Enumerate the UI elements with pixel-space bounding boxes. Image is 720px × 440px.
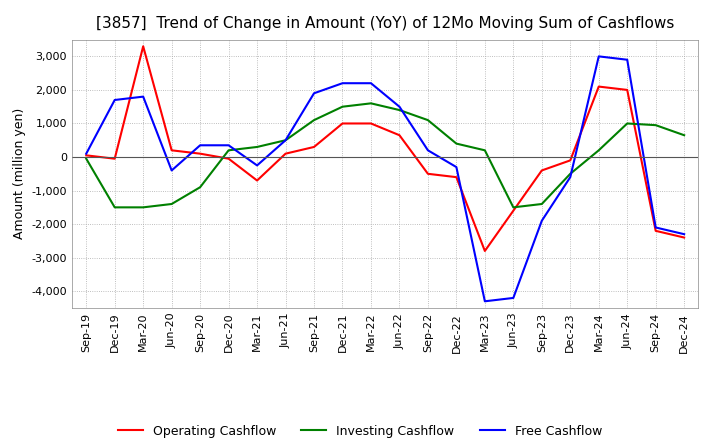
Operating Cashflow (310, 144, 318, 150)
Free Cashflow (509, 295, 518, 301)
Free Cashflow (623, 57, 631, 62)
Line: Free Cashflow: Free Cashflow (86, 56, 684, 301)
Operating Cashflow (423, 171, 432, 176)
Free Cashflow (566, 175, 575, 180)
Investing Cashflow (167, 202, 176, 207)
Investing Cashflow (623, 121, 631, 126)
Investing Cashflow (196, 185, 204, 190)
Investing Cashflow (595, 148, 603, 153)
Operating Cashflow (366, 121, 375, 126)
Free Cashflow (82, 151, 91, 156)
Free Cashflow (680, 231, 688, 237)
Investing Cashflow (139, 205, 148, 210)
Line: Operating Cashflow: Operating Cashflow (86, 46, 684, 251)
Investing Cashflow (566, 171, 575, 176)
Free Cashflow (110, 97, 119, 103)
Operating Cashflow (595, 84, 603, 89)
Operating Cashflow (225, 156, 233, 161)
Investing Cashflow (225, 148, 233, 153)
Free Cashflow (167, 168, 176, 173)
Investing Cashflow (680, 132, 688, 138)
Operating Cashflow (110, 156, 119, 161)
Operating Cashflow (196, 151, 204, 156)
Free Cashflow (452, 165, 461, 170)
Free Cashflow (225, 143, 233, 148)
Operating Cashflow (652, 228, 660, 234)
Free Cashflow (395, 104, 404, 109)
Operating Cashflow (395, 132, 404, 138)
Investing Cashflow (253, 144, 261, 150)
Free Cashflow (423, 148, 432, 153)
Free Cashflow (537, 218, 546, 224)
Free Cashflow (310, 91, 318, 96)
Free Cashflow (595, 54, 603, 59)
Free Cashflow (652, 225, 660, 230)
Operating Cashflow (566, 158, 575, 163)
Operating Cashflow (452, 175, 461, 180)
Free Cashflow (480, 299, 489, 304)
Legend: Operating Cashflow, Investing Cashflow, Free Cashflow: Operating Cashflow, Investing Cashflow, … (113, 420, 607, 440)
Investing Cashflow (82, 156, 91, 161)
Title: [3857]  Trend of Change in Amount (YoY) of 12Mo Moving Sum of Cashflows: [3857] Trend of Change in Amount (YoY) o… (96, 16, 675, 32)
Investing Cashflow (395, 107, 404, 113)
Operating Cashflow (623, 87, 631, 92)
Operating Cashflow (338, 121, 347, 126)
Operating Cashflow (537, 168, 546, 173)
Operating Cashflow (82, 153, 91, 158)
Investing Cashflow (652, 122, 660, 128)
Free Cashflow (139, 94, 148, 99)
Investing Cashflow (509, 205, 518, 210)
Investing Cashflow (423, 117, 432, 123)
Investing Cashflow (282, 138, 290, 143)
Operating Cashflow (680, 235, 688, 240)
Investing Cashflow (452, 141, 461, 146)
Free Cashflow (366, 81, 375, 86)
Free Cashflow (196, 143, 204, 148)
Operating Cashflow (139, 44, 148, 49)
Free Cashflow (338, 81, 347, 86)
Investing Cashflow (537, 202, 546, 207)
Operating Cashflow (282, 151, 290, 156)
Investing Cashflow (338, 104, 347, 109)
Free Cashflow (253, 163, 261, 168)
Operating Cashflow (480, 248, 489, 253)
Investing Cashflow (110, 205, 119, 210)
Investing Cashflow (480, 148, 489, 153)
Operating Cashflow (167, 148, 176, 153)
Line: Investing Cashflow: Investing Cashflow (86, 103, 684, 207)
Operating Cashflow (509, 208, 518, 213)
Y-axis label: Amount (million yen): Amount (million yen) (13, 108, 26, 239)
Investing Cashflow (366, 101, 375, 106)
Operating Cashflow (253, 178, 261, 183)
Investing Cashflow (310, 117, 318, 123)
Free Cashflow (282, 138, 290, 143)
